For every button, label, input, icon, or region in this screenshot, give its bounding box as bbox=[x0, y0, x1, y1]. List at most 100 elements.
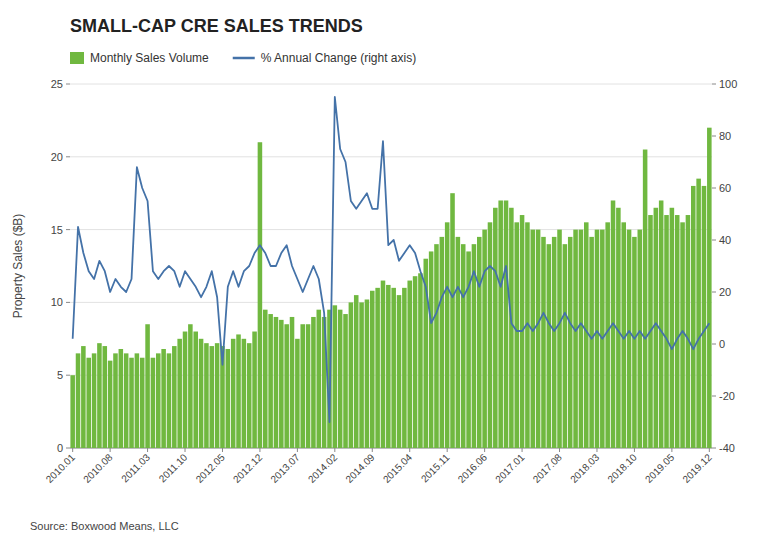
grid-line bbox=[70, 84, 712, 85]
bar bbox=[252, 332, 257, 448]
bar bbox=[461, 244, 466, 448]
bar bbox=[81, 346, 86, 448]
bar bbox=[654, 208, 659, 448]
bar bbox=[547, 244, 552, 448]
bar bbox=[365, 299, 370, 448]
tick-mark bbox=[185, 448, 186, 452]
bar bbox=[140, 358, 145, 448]
bar bbox=[664, 215, 669, 448]
bar bbox=[338, 310, 343, 448]
tick-mark bbox=[712, 188, 716, 189]
bar bbox=[349, 302, 354, 448]
tick-label: 2013.07 bbox=[268, 451, 302, 485]
bar bbox=[531, 230, 536, 448]
bar bbox=[402, 288, 407, 448]
bar bbox=[199, 339, 204, 448]
tick-mark bbox=[559, 448, 560, 452]
bar bbox=[509, 208, 514, 448]
bar bbox=[413, 276, 418, 448]
bar bbox=[579, 230, 584, 448]
bar bbox=[359, 302, 364, 448]
tick-mark bbox=[110, 448, 111, 452]
bar bbox=[290, 317, 295, 448]
tick-mark bbox=[66, 448, 70, 449]
bar bbox=[482, 230, 487, 448]
bar bbox=[311, 317, 316, 448]
bar bbox=[279, 320, 284, 448]
tick-label: 2015.11 bbox=[419, 451, 452, 484]
tick-label: 2016.06 bbox=[456, 451, 490, 485]
bar bbox=[573, 230, 578, 448]
tick-label: 2019.05 bbox=[643, 451, 677, 485]
bar bbox=[595, 230, 600, 448]
tick-label: 25 bbox=[51, 78, 63, 90]
tick-label: 2012.12 bbox=[231, 451, 265, 485]
bar bbox=[124, 353, 129, 448]
bar bbox=[375, 288, 380, 448]
bar bbox=[204, 343, 209, 448]
bar bbox=[236, 334, 241, 448]
bar bbox=[702, 186, 707, 448]
bar bbox=[284, 324, 289, 448]
tick-label: 2012.05 bbox=[194, 451, 228, 485]
tick-label: -40 bbox=[719, 442, 735, 454]
title: SMALL-CAP CRE SALES TRENDS bbox=[70, 16, 363, 36]
tick-mark bbox=[712, 292, 716, 293]
tick-mark bbox=[712, 344, 716, 345]
bar bbox=[156, 353, 161, 448]
bar bbox=[226, 349, 231, 448]
tick-label: 2017.01 bbox=[493, 451, 527, 485]
bar bbox=[263, 310, 268, 448]
bar bbox=[247, 343, 252, 448]
legend-label: % Annual Change (right axis) bbox=[261, 51, 416, 65]
bar bbox=[258, 142, 263, 448]
legend-swatch bbox=[70, 52, 84, 64]
tick-mark bbox=[66, 156, 70, 157]
tick-mark bbox=[634, 448, 635, 452]
bar bbox=[183, 332, 188, 448]
tick-label: 2015.04 bbox=[381, 451, 415, 485]
legend: Monthly Sales Volume% Annual Change (rig… bbox=[70, 51, 416, 65]
bar bbox=[381, 281, 386, 448]
tick-mark bbox=[522, 448, 523, 452]
bar bbox=[450, 193, 455, 448]
tick-label: 100 bbox=[719, 78, 737, 90]
tick-label: 2018.10 bbox=[605, 451, 639, 485]
tick-mark bbox=[334, 448, 335, 452]
tick-label: 10 bbox=[51, 296, 63, 308]
bar bbox=[477, 237, 482, 448]
tick-label: 2011.10 bbox=[157, 451, 190, 484]
bar bbox=[172, 346, 177, 448]
bar bbox=[129, 358, 134, 448]
bar bbox=[92, 353, 97, 448]
bar bbox=[552, 237, 557, 448]
bar bbox=[493, 208, 498, 448]
bar bbox=[605, 222, 610, 448]
bar bbox=[696, 179, 701, 448]
tick-label: 80 bbox=[719, 130, 731, 142]
bar bbox=[498, 200, 503, 448]
bar bbox=[231, 339, 236, 448]
bar bbox=[418, 273, 423, 448]
tick-label: 2017.08 bbox=[531, 451, 565, 485]
tick-label: 2010.08 bbox=[81, 451, 115, 485]
tick-mark bbox=[709, 448, 710, 452]
bar bbox=[354, 295, 359, 448]
bar bbox=[407, 281, 412, 448]
tick-label: 60 bbox=[719, 182, 731, 194]
tick-label: 5 bbox=[57, 369, 63, 381]
bar bbox=[242, 339, 247, 448]
bar bbox=[333, 305, 338, 448]
x-axis-line bbox=[70, 448, 712, 449]
tick-label: 15 bbox=[51, 224, 63, 236]
bar bbox=[397, 295, 402, 448]
plot-area bbox=[70, 97, 711, 448]
tick-label: 2014.02 bbox=[306, 451, 340, 485]
bar bbox=[391, 288, 396, 448]
y-axis-label: Property Sales ($B) bbox=[11, 214, 25, 319]
grid-line bbox=[70, 156, 712, 157]
bar bbox=[370, 291, 375, 448]
tick-mark bbox=[409, 448, 410, 452]
bar bbox=[167, 353, 172, 448]
bar bbox=[103, 346, 108, 448]
